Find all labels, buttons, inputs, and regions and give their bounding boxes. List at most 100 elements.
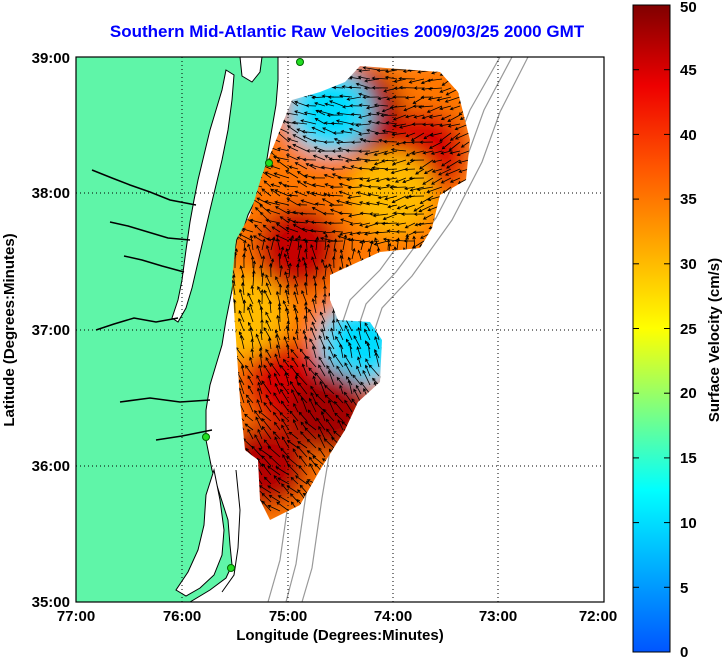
river-potomac [91, 169, 197, 206]
velocity-arrow [391, 159, 407, 166]
velocity-arrow [356, 191, 371, 197]
velocity-arrow [417, 222, 434, 227]
velocity-arrow [340, 129, 353, 134]
velocity-arrow [331, 255, 336, 269]
velocity-arrow [320, 410, 326, 422]
velocity-arrow [449, 150, 461, 155]
velocity-arrow [294, 100, 308, 107]
velocity-arrow [314, 117, 326, 125]
velocity-arrow [257, 428, 263, 440]
velocity-arrow [258, 410, 272, 422]
velocity-arrow [273, 172, 290, 179]
velocity-arrow [336, 376, 344, 386]
y-tick-label: 39:00 [32, 50, 70, 67]
velocity-arrow [391, 132, 407, 137]
velocity-arrow [373, 103, 389, 107]
velocity-arrow [344, 399, 353, 413]
velocity-arrow [377, 186, 389, 190]
velocity-arrow [320, 328, 326, 341]
velocity-arrow [294, 283, 299, 296]
velocity-arrow [301, 227, 317, 233]
velocity-arrow [256, 374, 263, 386]
velocity-arrow [322, 230, 335, 235]
velocity-arrow [364, 328, 371, 341]
velocity-arrow [386, 177, 398, 182]
velocity-arrow [362, 139, 380, 143]
velocity-arrow [419, 159, 434, 170]
velocity-arrow [299, 484, 308, 494]
velocity-arrow [304, 305, 308, 323]
velocity-arrow [339, 254, 344, 269]
velocity-arrow [239, 265, 245, 278]
velocity-arrow [345, 149, 362, 153]
velocity-arrow [322, 127, 335, 134]
y-tick-label: 37:00 [32, 322, 70, 339]
velocity-arrow [358, 114, 371, 119]
velocity-arrow [289, 493, 299, 503]
velocity-arrow [415, 168, 425, 175]
velocity-arrow [286, 456, 299, 467]
velocity-arrow [295, 263, 300, 278]
velocity-arrow [294, 315, 299, 332]
velocity-arrow [323, 173, 335, 179]
velocity-arrow [374, 221, 389, 226]
velocity-arrow [340, 218, 353, 224]
velocity-arrow [422, 213, 434, 220]
velocity-arrow [285, 284, 290, 296]
velocity-arrow [288, 238, 299, 242]
velocity-arrow [255, 333, 263, 350]
velocity-arrow [326, 193, 344, 198]
velocity-arrow [328, 355, 335, 368]
velocity-arrow [262, 224, 272, 233]
velocity-arrow [369, 212, 380, 216]
velocity-arrow [316, 417, 326, 431]
velocity-arrow [321, 320, 326, 332]
colorbar-tick-label: 30 [680, 256, 697, 273]
velocity-arrow [264, 171, 281, 179]
velocity-arrow [334, 412, 344, 422]
velocity-arrow [430, 150, 443, 155]
velocity-arrow [297, 258, 301, 269]
velocity-arrow [318, 425, 326, 440]
velocity-arrow [293, 402, 299, 413]
velocity-arrow [298, 455, 308, 467]
velocity-arrow [362, 66, 380, 71]
velocity-arrow [419, 195, 434, 204]
velocity-arrow [336, 199, 353, 206]
velocity-arrow [275, 276, 281, 287]
velocity-arrow [422, 177, 434, 185]
velocity-arrow [310, 191, 326, 197]
velocity-arrow [439, 123, 452, 128]
velocity-arrow [250, 338, 255, 350]
velocity-arrow [273, 392, 281, 404]
velocity-arrow [411, 122, 425, 126]
velocity-arrow [250, 255, 255, 269]
velocity-arrow [261, 455, 272, 467]
velocity-arrow [348, 85, 362, 90]
velocity-arrow [252, 235, 263, 242]
velocity-arrow [344, 362, 353, 377]
velocity-arrow [392, 114, 407, 121]
velocity-arrow [350, 237, 354, 251]
velocity-arrow [297, 234, 301, 251]
velocity-arrow [252, 260, 256, 278]
velocity-arrow [440, 114, 452, 121]
velocity-arrow [261, 238, 266, 251]
velocity-arrow [330, 121, 344, 126]
velocity-arrow [405, 231, 416, 237]
velocity-arrow [296, 128, 308, 134]
radar-stations [202, 58, 304, 572]
velocity-arrow [275, 290, 281, 305]
velocity-arrow [308, 308, 317, 323]
velocity-arrow [294, 162, 308, 170]
velocity-arrow [337, 154, 353, 161]
velocity-arrow [352, 374, 362, 386]
velocity-arrow [325, 335, 335, 350]
velocity-arrow [460, 141, 470, 148]
velocity-arrow [311, 207, 326, 215]
velocity-arrow [310, 392, 317, 404]
velocity-arrow [426, 78, 443, 83]
velocity-arrow [261, 417, 272, 431]
velocity-arrow [318, 364, 326, 377]
velocity-arrow [314, 372, 326, 386]
